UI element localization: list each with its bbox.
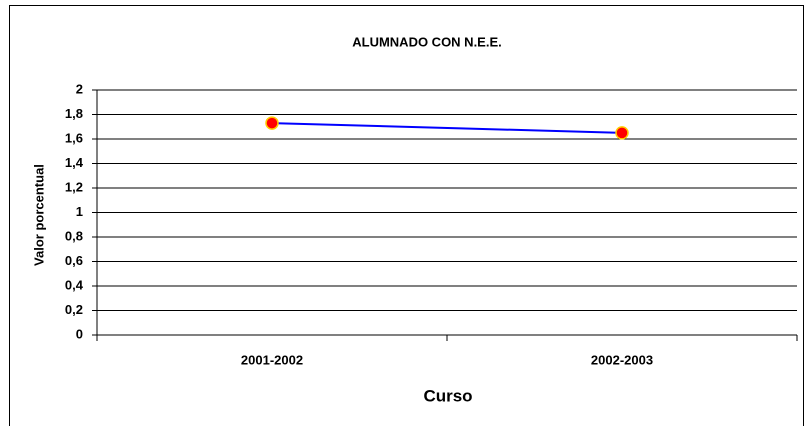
y-tick-label: 1,8 [65, 106, 83, 121]
x-tick-label: 2001-2002 [241, 352, 303, 367]
y-tick-label: 1 [76, 204, 83, 219]
data-line [271, 122, 623, 134]
y-tick-label: 1,6 [65, 130, 83, 145]
chart-title: ALUMNADO CON N.E.E. [352, 34, 502, 49]
chart-border [9, 5, 804, 426]
y-axis-label: Valor porcentual [31, 164, 46, 266]
y-tick-label: 0,4 [65, 277, 84, 292]
y-tick-label: 1,2 [65, 179, 83, 194]
x-axis-label: Curso [423, 386, 472, 405]
data-point [265, 116, 279, 130]
y-tick-label: 0,2 [65, 302, 83, 317]
y-tick-label: 0,6 [65, 253, 83, 268]
y-tick-label: 0 [76, 326, 83, 341]
x-tick-label: 2002-2003 [591, 352, 653, 367]
y-tick-label: 1,4 [65, 155, 84, 170]
y-tick-label: 0,8 [65, 228, 83, 243]
data-point [615, 126, 629, 140]
y-tick-label: 2 [76, 81, 83, 96]
